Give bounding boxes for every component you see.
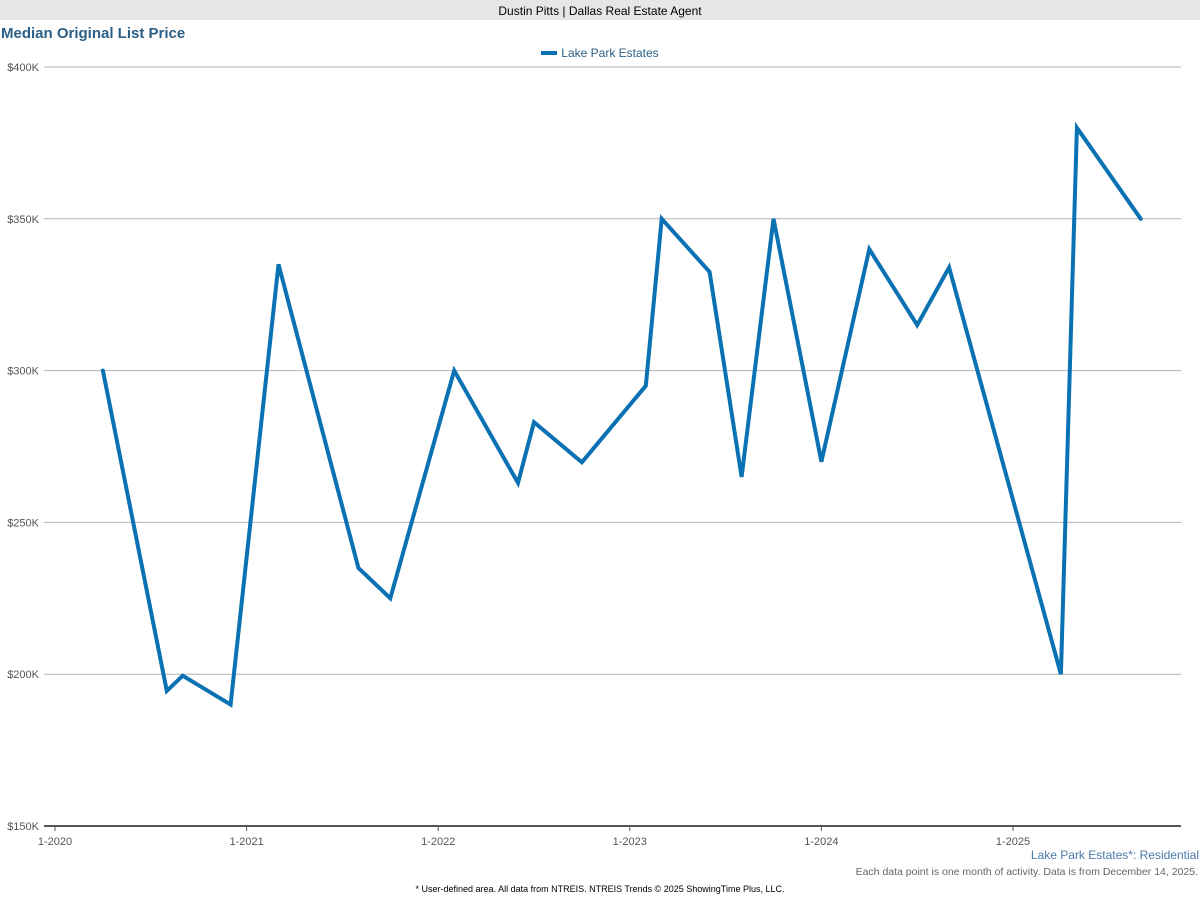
legend-swatch xyxy=(541,50,558,55)
legend-label: Lake Park Estates xyxy=(561,46,659,60)
series-line xyxy=(100,121,1143,708)
x-tick-label: 1-2023 xyxy=(613,836,647,848)
footer-disclaimer: * User-defined area. All data from NTREI… xyxy=(415,884,785,894)
chart-legend: Lake Park Estates xyxy=(0,46,1200,60)
report-header: Dustin Pitts | Dallas Real Estate Agent xyxy=(0,0,1200,20)
y-tick-label: $150K xyxy=(7,821,39,833)
y-tick-label: $200K xyxy=(7,669,39,681)
x-tick-label: 1-2024 xyxy=(804,836,838,848)
y-tick-label: $300K xyxy=(7,366,39,378)
x-tick-label: 1-2022 xyxy=(421,836,455,848)
x-tick-label: 1-2021 xyxy=(229,836,263,848)
chart-subtitle: Lake Park Estates*: Residential xyxy=(1030,848,1199,862)
data-note: Each data point is one month of activity… xyxy=(855,866,1198,878)
chart-title: Median Original List Price xyxy=(1,25,186,42)
y-tick-label: $250K xyxy=(7,517,39,529)
x-tick-label: 1-2025 xyxy=(996,836,1030,848)
y-tick-label: $350K xyxy=(7,214,39,226)
y-tick-label: $400K xyxy=(7,62,39,74)
x-tick-label: 1-2020 xyxy=(38,836,72,848)
